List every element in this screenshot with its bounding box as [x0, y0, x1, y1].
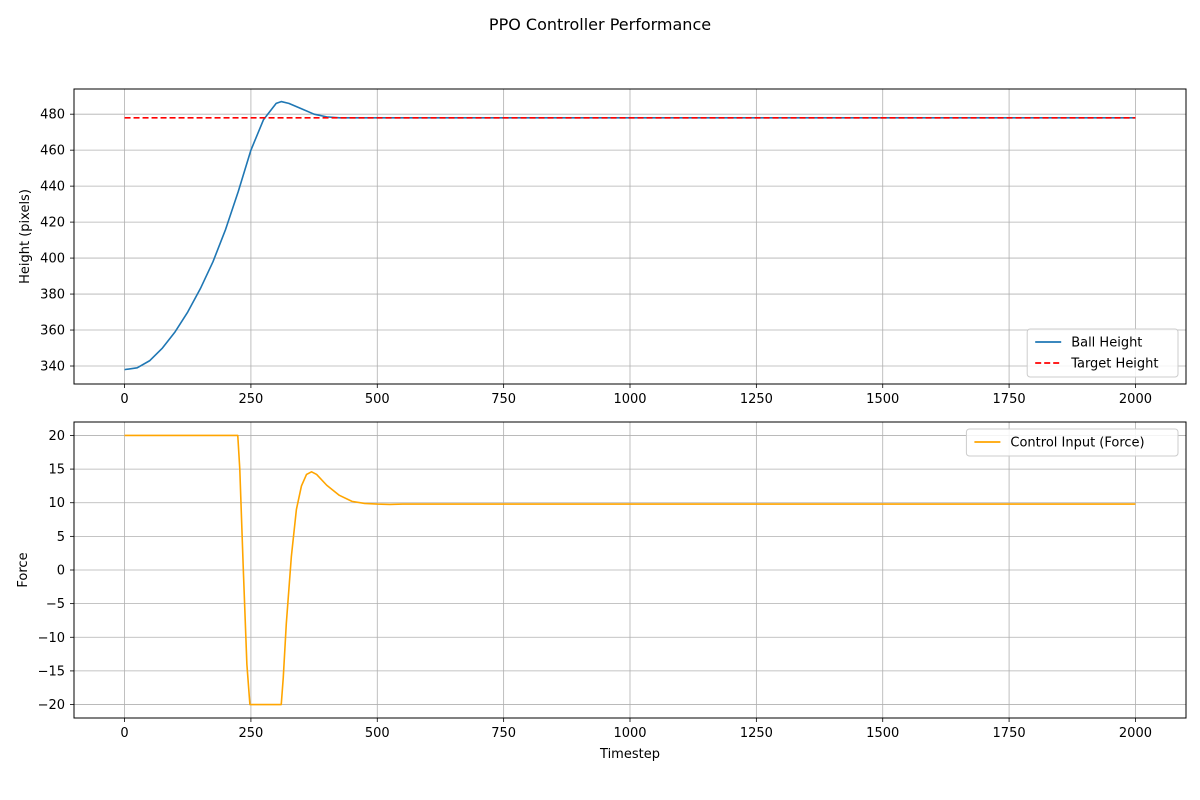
- y-tick-label: −15: [38, 664, 65, 679]
- x-tick-label: 500: [365, 726, 390, 741]
- legend-label: Target Height: [1070, 357, 1158, 372]
- y-tick-label: −10: [38, 631, 65, 646]
- y-axis-label: Force: [16, 552, 31, 587]
- y-tick-label: −20: [38, 698, 65, 713]
- legend-label: Control Input (Force): [1010, 436, 1144, 451]
- series-line-0: [124, 434, 1136, 706]
- y-tick-label: 360: [40, 324, 65, 339]
- legend: Ball Height Target Height: [1026, 328, 1179, 378]
- y-tick-label: 480: [40, 108, 65, 123]
- y-tick-label: 420: [40, 216, 65, 231]
- x-tick-label: 2000: [1119, 726, 1152, 741]
- x-tick-label: 0: [120, 392, 128, 407]
- y-tick-label: −5: [46, 597, 65, 612]
- x-tick-label: 2000: [1119, 392, 1152, 407]
- y-tick-label: 400: [40, 252, 65, 267]
- x-tick-label: 1000: [613, 726, 646, 741]
- y-tick-label: 460: [40, 144, 65, 159]
- x-tick-label: 250: [238, 726, 263, 741]
- y-tick-label: 340: [40, 360, 65, 375]
- height-axes: 0 250 500 750 1000 1250 1500 1750 2000 340 360 380 4…: [18, 88, 1187, 407]
- y-axis-label: Height (pixels): [18, 189, 33, 284]
- x-tick-label: 1500: [866, 392, 899, 407]
- y-tick-label: 380: [40, 288, 65, 303]
- x-tick-label: 500: [365, 392, 390, 407]
- x-tick-label: 0: [120, 726, 128, 741]
- y-tick-label: 0: [57, 564, 65, 579]
- x-tick-label: 1750: [993, 392, 1026, 407]
- x-tick-label: 1250: [740, 726, 773, 741]
- y-tick-label: 15: [48, 463, 65, 478]
- y-tick-label: 10: [48, 496, 65, 511]
- x-axis-label: Timestep: [599, 747, 660, 762]
- legend-box: [965, 428, 1179, 457]
- figure-title: PPO Controller Performance: [489, 15, 711, 34]
- force-axes: 0 250 500 750 1000 1250 1500 1750 2000 −20 −15 −10 −…: [16, 421, 1187, 762]
- x-tick-label: 1250: [740, 392, 773, 407]
- legend-label: Ball Height: [1071, 336, 1142, 351]
- y-tick-label: 440: [40, 180, 65, 195]
- legend: Control Input (Force): [965, 428, 1179, 457]
- y-tick-label: 20: [48, 429, 65, 444]
- x-tick-label: 1750: [993, 726, 1026, 741]
- x-tick-label: 1000: [613, 392, 646, 407]
- x-tick-label: 1500: [866, 726, 899, 741]
- x-tick-label: 750: [491, 392, 516, 407]
- legend-box: [1026, 328, 1179, 378]
- x-tick-label: 750: [491, 726, 516, 741]
- x-tick-label: 250: [238, 392, 263, 407]
- y-tick-label: 5: [57, 530, 65, 545]
